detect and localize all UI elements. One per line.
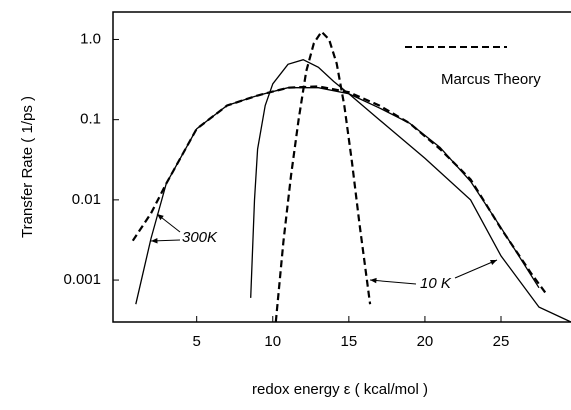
- y-tick-label: 0.001: [63, 271, 101, 288]
- y-tick-label: 0.01: [72, 191, 101, 208]
- x-tick-label: 5: [193, 333, 201, 350]
- arrow-head: [151, 238, 158, 244]
- annotation: 300K: [182, 229, 218, 246]
- legend-label: Marcus Theory: [441, 71, 541, 88]
- plot-frame: [112, 11, 571, 323]
- arrow-head: [370, 277, 377, 284]
- line-series: [250, 59, 571, 323]
- x-tick-label: 10: [264, 333, 281, 350]
- arrow-head: [157, 214, 164, 221]
- x-tick-label: 25: [493, 333, 510, 350]
- y-axis-label: Transfer Rate ( 1/ps ): [19, 96, 36, 238]
- line-series: [274, 29, 372, 323]
- x-tick-label: 15: [341, 333, 358, 350]
- x-axis-label: redox energy ε ( kcal/mol ): [252, 381, 428, 398]
- x-tick-label: 20: [417, 333, 434, 350]
- y-tick-label: 0.1: [80, 111, 101, 128]
- arrow: [369, 279, 417, 285]
- annotation: 10 K: [420, 275, 452, 292]
- line-series: [131, 85, 548, 296]
- arrow: [454, 259, 498, 279]
- line-series: [135, 87, 540, 305]
- arrow-head: [490, 260, 497, 266]
- y-tick-label: 1.0: [80, 30, 101, 47]
